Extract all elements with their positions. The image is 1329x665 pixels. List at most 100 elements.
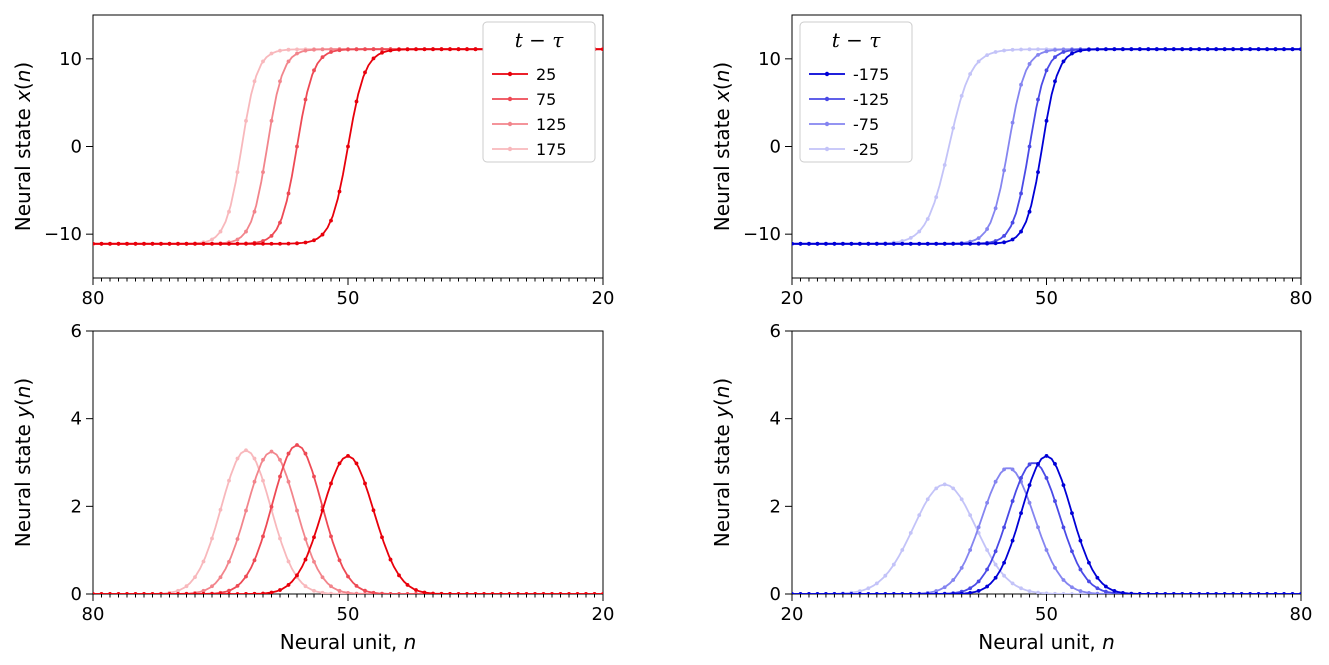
series-marker--125: [1044, 68, 1049, 73]
series-marker-175: [227, 209, 231, 214]
series-group: [792, 454, 1301, 594]
series-marker--175: [1010, 237, 1015, 242]
series-marker-75: [303, 97, 308, 102]
series-marker-75: [329, 534, 333, 539]
plot-frame: [92, 330, 604, 595]
series-marker--175: [1273, 47, 1278, 52]
series-marker--25: [968, 513, 973, 518]
series-marker--175: [1002, 560, 1006, 565]
series-marker-25: [150, 592, 155, 594]
series-marker-25: [567, 592, 571, 594]
series-marker-25: [397, 573, 401, 578]
series-marker--25: [993, 50, 998, 54]
series-marker--25: [900, 548, 905, 552]
series-marker-25: [354, 461, 359, 466]
series-marker-25: [320, 232, 325, 237]
series-marker--25: [993, 562, 998, 567]
series-marker--175: [1146, 47, 1151, 52]
x-tick-label: 50: [1035, 288, 1058, 309]
series-marker-125: [235, 537, 240, 541]
series-marker-25: [303, 557, 308, 562]
series-marker--175: [934, 241, 939, 246]
series-marker--125: [993, 549, 998, 554]
x-tick-label: 20: [781, 604, 804, 625]
series-marker--75: [1044, 548, 1049, 552]
legend-label--25: -25: [853, 140, 879, 159]
series-marker--175: [1103, 584, 1108, 589]
series-marker--175: [1027, 483, 1032, 488]
series-group: [93, 443, 603, 594]
y-tick-label: 2: [770, 496, 781, 517]
series-marker-75: [363, 588, 367, 593]
series-marker--175: [1231, 592, 1236, 594]
series-marker--75: [1002, 168, 1006, 173]
series-marker-175: [218, 229, 223, 234]
legend-marker--125: [824, 96, 830, 102]
series-marker--175: [1154, 47, 1159, 52]
series-marker-25: [286, 583, 291, 587]
chart-bottom-left: 80 50 20 0 2 4 6 Neural state y(n) Neural unit, …: [11, 321, 614, 654]
series-marker--175: [1256, 47, 1261, 52]
series-marker-25: [193, 592, 197, 594]
series-marker-25: [227, 241, 231, 246]
series-marker-25: [448, 47, 452, 52]
series-marker-25: [218, 241, 223, 246]
series-marker--175: [866, 592, 871, 594]
series-marker-125: [329, 47, 333, 52]
series-marker-175: [278, 536, 282, 541]
series-marker--175: [807, 241, 811, 246]
series-marker--175: [908, 241, 913, 246]
series-marker-75: [235, 584, 240, 588]
series-marker-125: [346, 590, 350, 594]
legend-label--125: -125: [853, 90, 889, 109]
series-marker--25: [959, 497, 964, 502]
series-marker--175: [1002, 240, 1006, 245]
series-marker--175: [1087, 560, 1091, 565]
series-marker--175: [1078, 538, 1083, 543]
series-marker--175: [1095, 575, 1100, 580]
series-marker--175: [1070, 511, 1074, 516]
x-tick-label: 50: [337, 288, 360, 309]
series-marker--175: [1163, 47, 1168, 52]
series-marker-25: [592, 592, 597, 594]
y-axis-label: Neural state x(n): [11, 62, 35, 232]
chart-bottom-right: 20 50 80 0 2 4 6 Neural state y(n) Neural unit, …: [710, 321, 1312, 654]
series-marker-175: [286, 47, 291, 52]
series-marker--25: [1044, 591, 1049, 594]
series-marker-25: [354, 99, 359, 104]
series-marker-75: [244, 574, 248, 579]
series-marker-75: [397, 592, 401, 594]
series-marker--75: [993, 206, 998, 211]
series-marker-25: [133, 241, 138, 246]
series-marker-25: [422, 47, 427, 52]
series-marker-125: [286, 59, 291, 64]
series-marker--175: [908, 592, 913, 594]
series-marker--125: [1002, 525, 1006, 530]
series-marker--175: [883, 592, 888, 594]
series-marker--175: [1290, 592, 1295, 594]
chart-top-right: 20 50 80 10 0 −10 Neural state x(n) t − τ -175 -1…: [710, 14, 1312, 309]
series-marker--25: [1002, 573, 1006, 578]
series-marker--175: [1120, 47, 1125, 52]
series-marker--175: [1027, 209, 1032, 214]
series-marker--175: [815, 592, 820, 594]
series-marker--175: [1248, 47, 1252, 52]
series-marker-25: [210, 592, 214, 594]
series-marker-25: [125, 241, 129, 246]
legend-label-75: 75: [536, 90, 556, 109]
series-marker--175: [1078, 48, 1083, 53]
series-marker--175: [925, 592, 930, 594]
legend-label-175: 175: [536, 140, 567, 159]
series-marker--175: [1061, 483, 1066, 488]
series-marker--175: [900, 592, 905, 594]
series-marker--175: [976, 589, 981, 593]
series-marker--25: [1010, 581, 1015, 586]
series-marker--175: [891, 592, 896, 594]
series-marker--175: [883, 241, 888, 246]
series-marker--25: [968, 72, 973, 76]
series-marker-75: [278, 474, 282, 479]
series-marker-125: [303, 537, 308, 541]
series-marker--125: [1027, 144, 1032, 149]
series-marker--175: [824, 592, 828, 594]
series-marker-25: [108, 241, 112, 246]
